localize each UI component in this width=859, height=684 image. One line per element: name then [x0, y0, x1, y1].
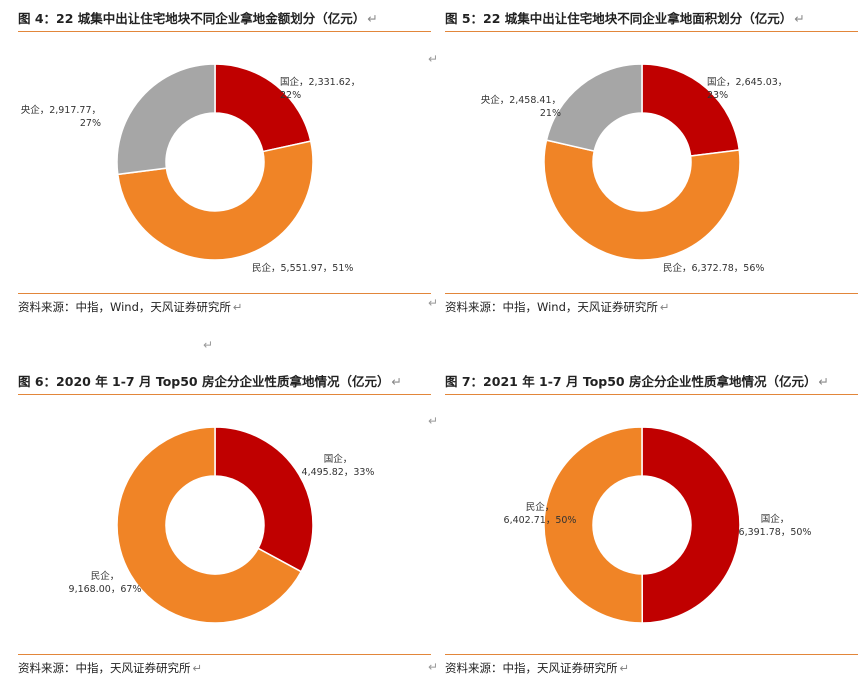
return-mark-icon: ↵ [232, 300, 243, 314]
slice-data-label-line: 国企，2,331.62， [280, 76, 360, 88]
chart-source: 资料来源：中指，Wind，天风证券研究所 ↵ [445, 300, 670, 314]
return-mark-icon: ↵ [818, 374, 829, 389]
chart-panel-fig5: 图 5：22 城集中出让住宅地块不同企业拿地面积划分（亿元） ↵ 国企，2,645… [445, 7, 858, 317]
slice-data-label-line: 6,402.71，50% [504, 515, 577, 526]
source-divider [18, 654, 431, 655]
pie-slice-1 [641, 63, 741, 157]
chart-title: 图 7：2021 年 1-7 月 Top50 房企分企业性质拿地情况（亿元） ↵ [445, 370, 858, 395]
pie-slice-2 [116, 426, 303, 624]
pie-slice-1 [214, 63, 312, 153]
chart-source: 资料来源：中指，天风证券研究所 ↵ [445, 661, 630, 675]
chart-panel-fig6: 图 6：2020 年 1-7 月 Top50 房企分企业性质拿地情况（亿元） ↵ … [18, 370, 431, 682]
return-mark-icon: ↵ [428, 52, 439, 66]
slice-data-label-line: 国企， [324, 453, 353, 465]
chart-panel-fig4: 图 4：22 城集中出让住宅地块不同企业拿地金额划分（亿元） ↵ 国企，2,331… [18, 7, 431, 317]
return-mark-icon: ↵ [428, 660, 439, 674]
return-mark-icon: ↵ [794, 11, 805, 26]
pie-slice-1 [214, 426, 314, 573]
pie-slice-3 [116, 63, 216, 176]
donut-chart: 国企，2,645.03， 23% 民企，6,372.78，56% 央企，2,458.4… [481, 63, 787, 274]
chart-title: 图 4：22 城集中出让住宅地块不同企业拿地金额划分（亿元） ↵ [18, 7, 431, 32]
slice-data-label-line: 23% [707, 90, 728, 101]
chart-source: 资料来源：中指，天风证券研究所 ↵ [18, 661, 203, 675]
return-mark-icon: ↵ [367, 11, 378, 26]
slice-data-label-line: 央企，2,458.41， [481, 94, 561, 106]
pie-slice-2 [116, 140, 314, 261]
return-mark-icon: ↵ [428, 296, 439, 310]
slice-data-label: 国企， 6,391.78，50% [739, 513, 812, 538]
pie-slice-2 [543, 426, 644, 624]
chart-title: 图 5：22 城集中出让住宅地块不同企业拿地面积划分（亿元） ↵ [445, 7, 858, 32]
source-divider [445, 654, 858, 655]
slice-data-label-line: 4,495.82，33% [302, 467, 375, 478]
slice-data-label-line: 央企，2,917.77， [21, 104, 101, 116]
return-mark-icon: ↵ [391, 374, 402, 389]
slice-data-label: 民企，5,551.97，51% [252, 262, 353, 274]
donut-chart: 国企， 4,495.82，33% 民企， 9,168.00，67% [69, 426, 375, 624]
chart-source: 资料来源：中指，Wind，天风证券研究所 ↵ [18, 300, 243, 314]
slice-data-label-line: 21% [540, 108, 561, 119]
donut-chart: 国企，2,331.62， 22% 民企，5,551.97，51% 央企，2,917.7… [21, 63, 360, 274]
slice-data-label-line: 民企，6,372.78，56% [663, 262, 764, 274]
slice-data-label-line: 民企， [91, 570, 120, 582]
slice-data-label-line: 民企， [526, 501, 555, 513]
chart-title: 图 6：2020 年 1-7 月 Top50 房企分企业性质拿地情况（亿元） ↵ [18, 370, 431, 395]
slice-data-label-line: 6,391.78，50% [739, 527, 812, 538]
return-mark-icon: ↵ [619, 661, 630, 675]
slice-data-label: 央企，2,458.41， 21% [481, 94, 561, 119]
slice-data-label: 民企，6,372.78，56% [663, 262, 764, 274]
return-mark-icon: ↵ [428, 414, 439, 428]
slice-data-label-line: 民企，5,551.97，51% [252, 262, 353, 274]
slice-data-label: 民企， 6,402.71，50% [504, 501, 577, 526]
slice-data-label-line: 27% [80, 118, 101, 129]
slice-data-label-line: 国企， [761, 513, 790, 525]
slice-data-label: 民企， 9,168.00，67% [69, 570, 142, 595]
slice-data-label: 国企，2,645.03， 23% [707, 76, 787, 101]
pie-slice-3 [545, 63, 643, 152]
donut-chart: 国企， 6,391.78，50% 民企， 6,402.71，50% [504, 426, 812, 624]
return-mark-icon: ↵ [659, 300, 670, 314]
return-mark-icon: ↵ [203, 338, 214, 352]
slice-data-label-line: 9,168.00，67% [69, 584, 142, 595]
slice-data-label: 国企，2,331.62， 22% [280, 76, 360, 101]
source-divider [18, 293, 431, 294]
slice-data-label: 央企，2,917.77， 27% [21, 104, 101, 129]
slice-data-label-line: 国企，2,645.03， [707, 76, 787, 88]
slice-data-label-line: 22% [280, 90, 301, 101]
return-mark-icon: ↵ [192, 661, 203, 675]
pie-slice-2 [543, 139, 741, 261]
chart-panel-fig7: 图 7：2021 年 1-7 月 Top50 房企分企业性质拿地情况（亿元） ↵ … [445, 370, 858, 682]
source-divider [445, 293, 858, 294]
slice-data-label: 国企， 4,495.82，33% [302, 453, 375, 478]
pie-slice-1 [641, 426, 741, 624]
